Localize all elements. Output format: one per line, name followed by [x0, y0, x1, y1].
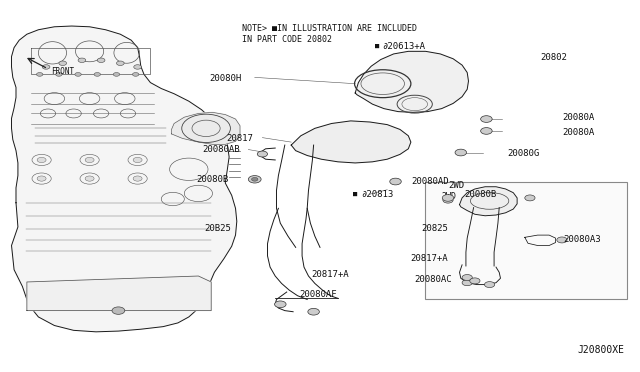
Circle shape: [481, 116, 492, 122]
Text: 20080AC: 20080AC: [414, 275, 452, 284]
Circle shape: [308, 308, 319, 315]
Circle shape: [42, 65, 50, 69]
Text: 20817: 20817: [227, 134, 253, 143]
Polygon shape: [12, 26, 237, 332]
Circle shape: [257, 151, 268, 157]
Circle shape: [455, 149, 467, 156]
Circle shape: [59, 61, 67, 65]
Text: 20080B: 20080B: [465, 190, 497, 199]
Text: 2WD: 2WD: [448, 181, 464, 190]
Circle shape: [75, 73, 81, 76]
Text: 20080A: 20080A: [562, 128, 594, 137]
Circle shape: [443, 197, 453, 203]
Circle shape: [275, 301, 286, 308]
Circle shape: [113, 73, 120, 76]
Circle shape: [133, 176, 142, 181]
Circle shape: [85, 176, 94, 181]
Circle shape: [94, 73, 100, 76]
Text: 20080AF: 20080AF: [300, 290, 337, 299]
Polygon shape: [355, 51, 468, 112]
Circle shape: [56, 73, 62, 76]
Circle shape: [248, 176, 261, 183]
Text: 20080G: 20080G: [507, 149, 539, 158]
Circle shape: [36, 73, 43, 76]
Circle shape: [390, 178, 401, 185]
Text: 20B25: 20B25: [204, 224, 231, 233]
Circle shape: [462, 275, 472, 280]
Text: 20080AB: 20080AB: [202, 145, 240, 154]
Circle shape: [134, 65, 141, 69]
Circle shape: [470, 278, 480, 284]
Circle shape: [97, 58, 105, 62]
Text: 2WD: 2WD: [441, 192, 456, 201]
Circle shape: [37, 176, 46, 181]
Circle shape: [132, 73, 139, 76]
Circle shape: [133, 157, 142, 163]
Circle shape: [252, 177, 258, 181]
Circle shape: [78, 58, 86, 62]
Text: ■: ■: [375, 43, 380, 49]
Circle shape: [442, 195, 454, 201]
Circle shape: [557, 237, 567, 243]
Circle shape: [112, 307, 125, 314]
Text: 20825: 20825: [421, 224, 448, 233]
Circle shape: [116, 61, 124, 65]
Circle shape: [525, 195, 535, 201]
Circle shape: [37, 157, 46, 163]
Text: 20080B: 20080B: [196, 175, 228, 184]
Text: ■: ■: [353, 191, 358, 197]
Text: 20802: 20802: [541, 53, 568, 62]
Text: ∂20613+A: ∂20613+A: [383, 42, 426, 51]
Text: ∂20813: ∂20813: [362, 190, 394, 199]
Text: NOTE> ■IN ILLUSTRATION ARE INCLUDED
IN PART CODE 20802: NOTE> ■IN ILLUSTRATION ARE INCLUDED IN P…: [242, 24, 417, 44]
Circle shape: [85, 157, 94, 163]
Polygon shape: [291, 121, 411, 163]
Circle shape: [484, 282, 495, 288]
Text: FRONT: FRONT: [51, 67, 74, 76]
Text: J20800XE: J20800XE: [577, 345, 624, 355]
Polygon shape: [27, 276, 211, 311]
Text: 20080H: 20080H: [210, 74, 242, 83]
Circle shape: [462, 280, 472, 286]
Polygon shape: [460, 187, 517, 216]
Circle shape: [481, 128, 492, 134]
Polygon shape: [172, 112, 240, 144]
Text: 20080A3: 20080A3: [563, 235, 601, 244]
Text: 20817+A: 20817+A: [410, 254, 448, 263]
Text: 20080AD: 20080AD: [412, 177, 449, 186]
Text: 20080A: 20080A: [562, 113, 594, 122]
Text: 20817+A: 20817+A: [311, 270, 349, 279]
Bar: [425, 182, 627, 299]
